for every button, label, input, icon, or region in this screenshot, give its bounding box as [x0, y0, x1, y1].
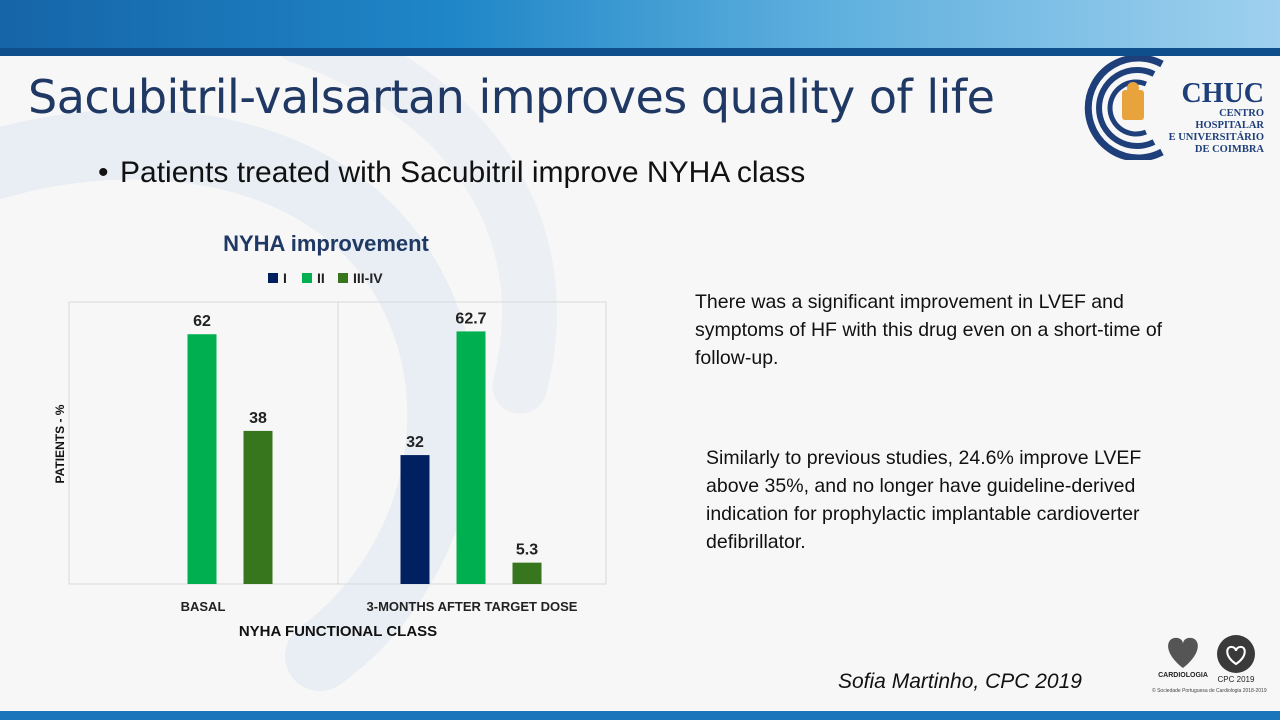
y-axis-title: PATIENTS - %	[53, 404, 67, 483]
bullet-text: Patients treated with Sacubitril improve…	[120, 156, 806, 189]
finding-text-2: Similarly to previous studies, 24.6% imp…	[706, 447, 1142, 553]
bar-2-1	[512, 562, 542, 584]
legend-label-0: I	[283, 270, 287, 286]
legend-swatch-1	[302, 273, 312, 283]
category-label-0: BASAL	[181, 599, 226, 614]
bar-2-0	[243, 430, 273, 584]
cpc-logo-icon	[1217, 635, 1255, 673]
data-label-1-1: 62.7	[455, 310, 486, 327]
category-label-1: 3-MONTHS AFTER TARGET DOSE	[367, 599, 578, 614]
x-axis-title: NYHA FUNCTIONAL CLASS	[239, 623, 437, 640]
data-label-1-0: 62	[193, 313, 211, 330]
data-label-2-1: 5.3	[516, 542, 538, 559]
legend-label-2: III-IV	[353, 270, 383, 286]
legend-label-1: II	[317, 270, 325, 286]
logo-line-2: E UNIVERSITÁRIO	[1168, 132, 1264, 143]
legend-swatch-2	[338, 273, 348, 283]
bullet-point: • Patients treated with Sacubitril improv…	[98, 156, 805, 190]
chart-title: NYHA improvement	[223, 231, 429, 256]
citation: Sofia Martinho, CPC 2019	[838, 670, 1082, 693]
spc-footnote: © Sociedade Portuguesa de Cardiologia 20…	[1152, 688, 1267, 694]
bullet-icon: •	[98, 156, 109, 189]
bar-0-1	[400, 455, 430, 584]
header-band-line	[0, 48, 1280, 56]
data-label-2-0: 38	[249, 410, 267, 427]
spc-logo-icon	[1168, 637, 1198, 668]
footer-band	[0, 711, 1280, 720]
header-band	[0, 0, 1280, 50]
logo-line-3: DE COIMBRA	[1194, 144, 1264, 155]
legend-swatch-0	[268, 273, 278, 283]
bar-1-0	[187, 334, 217, 584]
cpc-label: CPC 2019	[1217, 675, 1255, 684]
slide-title: Sacubitril-valsartan improves quality of…	[28, 70, 995, 124]
logo-name: CHUC	[1181, 78, 1264, 109]
logo-line-1: CENTRO HOSPITALAR	[1195, 108, 1264, 131]
data-label-0-1: 32	[406, 434, 424, 451]
spc-name: CARDIOLOGIA	[1158, 672, 1208, 679]
bar-1-1	[456, 331, 486, 584]
finding-text-1: There was a significant improvement in L…	[695, 291, 1163, 369]
chuc-logo-text: CHUC CENTRO HOSPITALAR E UNIVERSITÁRIO D…	[1150, 80, 1264, 156]
chuc-logo-icon	[1084, 56, 1164, 160]
